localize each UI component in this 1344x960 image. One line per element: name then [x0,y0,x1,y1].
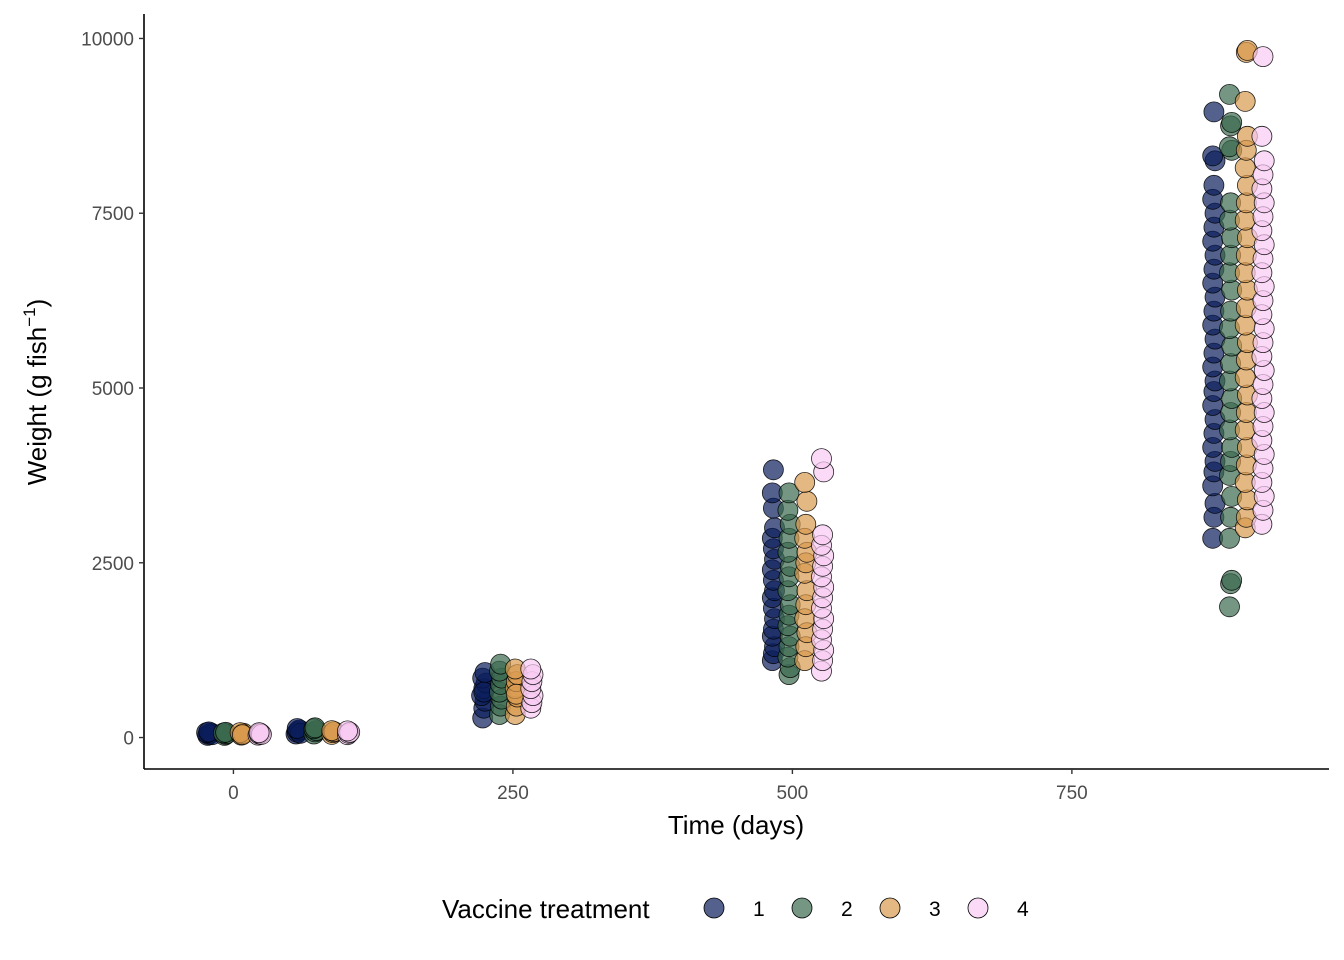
legend-key-3 [879,897,901,919]
legend-label-3: 3 [929,898,941,921]
legend-entries: 1 2 3 4 [703,897,1029,921]
data-point [1221,569,1243,591]
data-point [794,471,816,493]
x-tick-label: 250 [497,783,529,804]
y-axis-title-superscript: −1 [20,307,39,326]
data-point [1252,46,1274,67]
y-tick-label: 7500 [92,204,134,225]
legend-label-2: 2 [841,898,853,921]
data-point [1219,527,1240,549]
y-tick-label: 5000 [92,379,134,400]
series-3 [229,40,1258,746]
x-axis-ticks: 0 250 500 750 [228,769,1088,804]
series-2 [212,84,1243,746]
x-tick-label: 500 [777,783,809,804]
data-point [520,658,542,680]
x-tick-label: 0 [228,783,239,804]
data-point [1219,136,1240,158]
data-point [1219,596,1240,618]
data-point [1234,157,1256,179]
legend: Vaccine treatment 1 2 3 4 [442,894,1029,924]
data-point [337,720,358,742]
data-point [763,459,784,481]
data-point [1221,112,1243,133]
data-point [1235,192,1257,214]
data-points [196,40,1275,746]
y-tick-label: 0 [123,729,134,750]
y-axis-ticks: 0 2500 5000 7500 10000 [81,29,144,750]
data-point [811,448,832,470]
legend-title: Vaccine treatment [442,894,650,924]
x-tick-label: 750 [1056,783,1088,804]
data-point [1234,367,1256,388]
legend-key-4 [967,897,989,919]
series-1 [196,101,1226,746]
legend-label-4: 4 [1017,898,1029,921]
y-tick-label: 10000 [81,29,134,50]
series-4 [247,46,1275,746]
x-axis-title: Time (days) [668,810,804,840]
data-point [248,722,270,743]
legend-label-1: 1 [753,898,765,921]
data-point [1202,145,1224,167]
legend-key-1 [703,897,725,919]
y-tick-label: 2500 [92,554,134,575]
data-point [1203,101,1225,123]
y-axis-title-close: ) [22,299,52,308]
y-axis-title-main: Weight (g fish [22,327,52,485]
data-point [795,513,817,535]
data-point [777,499,799,521]
data-point [778,482,800,504]
data-point [812,524,833,546]
data-point [1234,91,1256,112]
legend-key-2 [791,897,813,919]
data-point [796,490,818,512]
data-point [1253,150,1275,172]
data-point [1235,402,1257,423]
data-point [1251,125,1273,147]
y-axis-title: Weight (g fish−1) [20,299,52,486]
data-point [1203,174,1225,196]
